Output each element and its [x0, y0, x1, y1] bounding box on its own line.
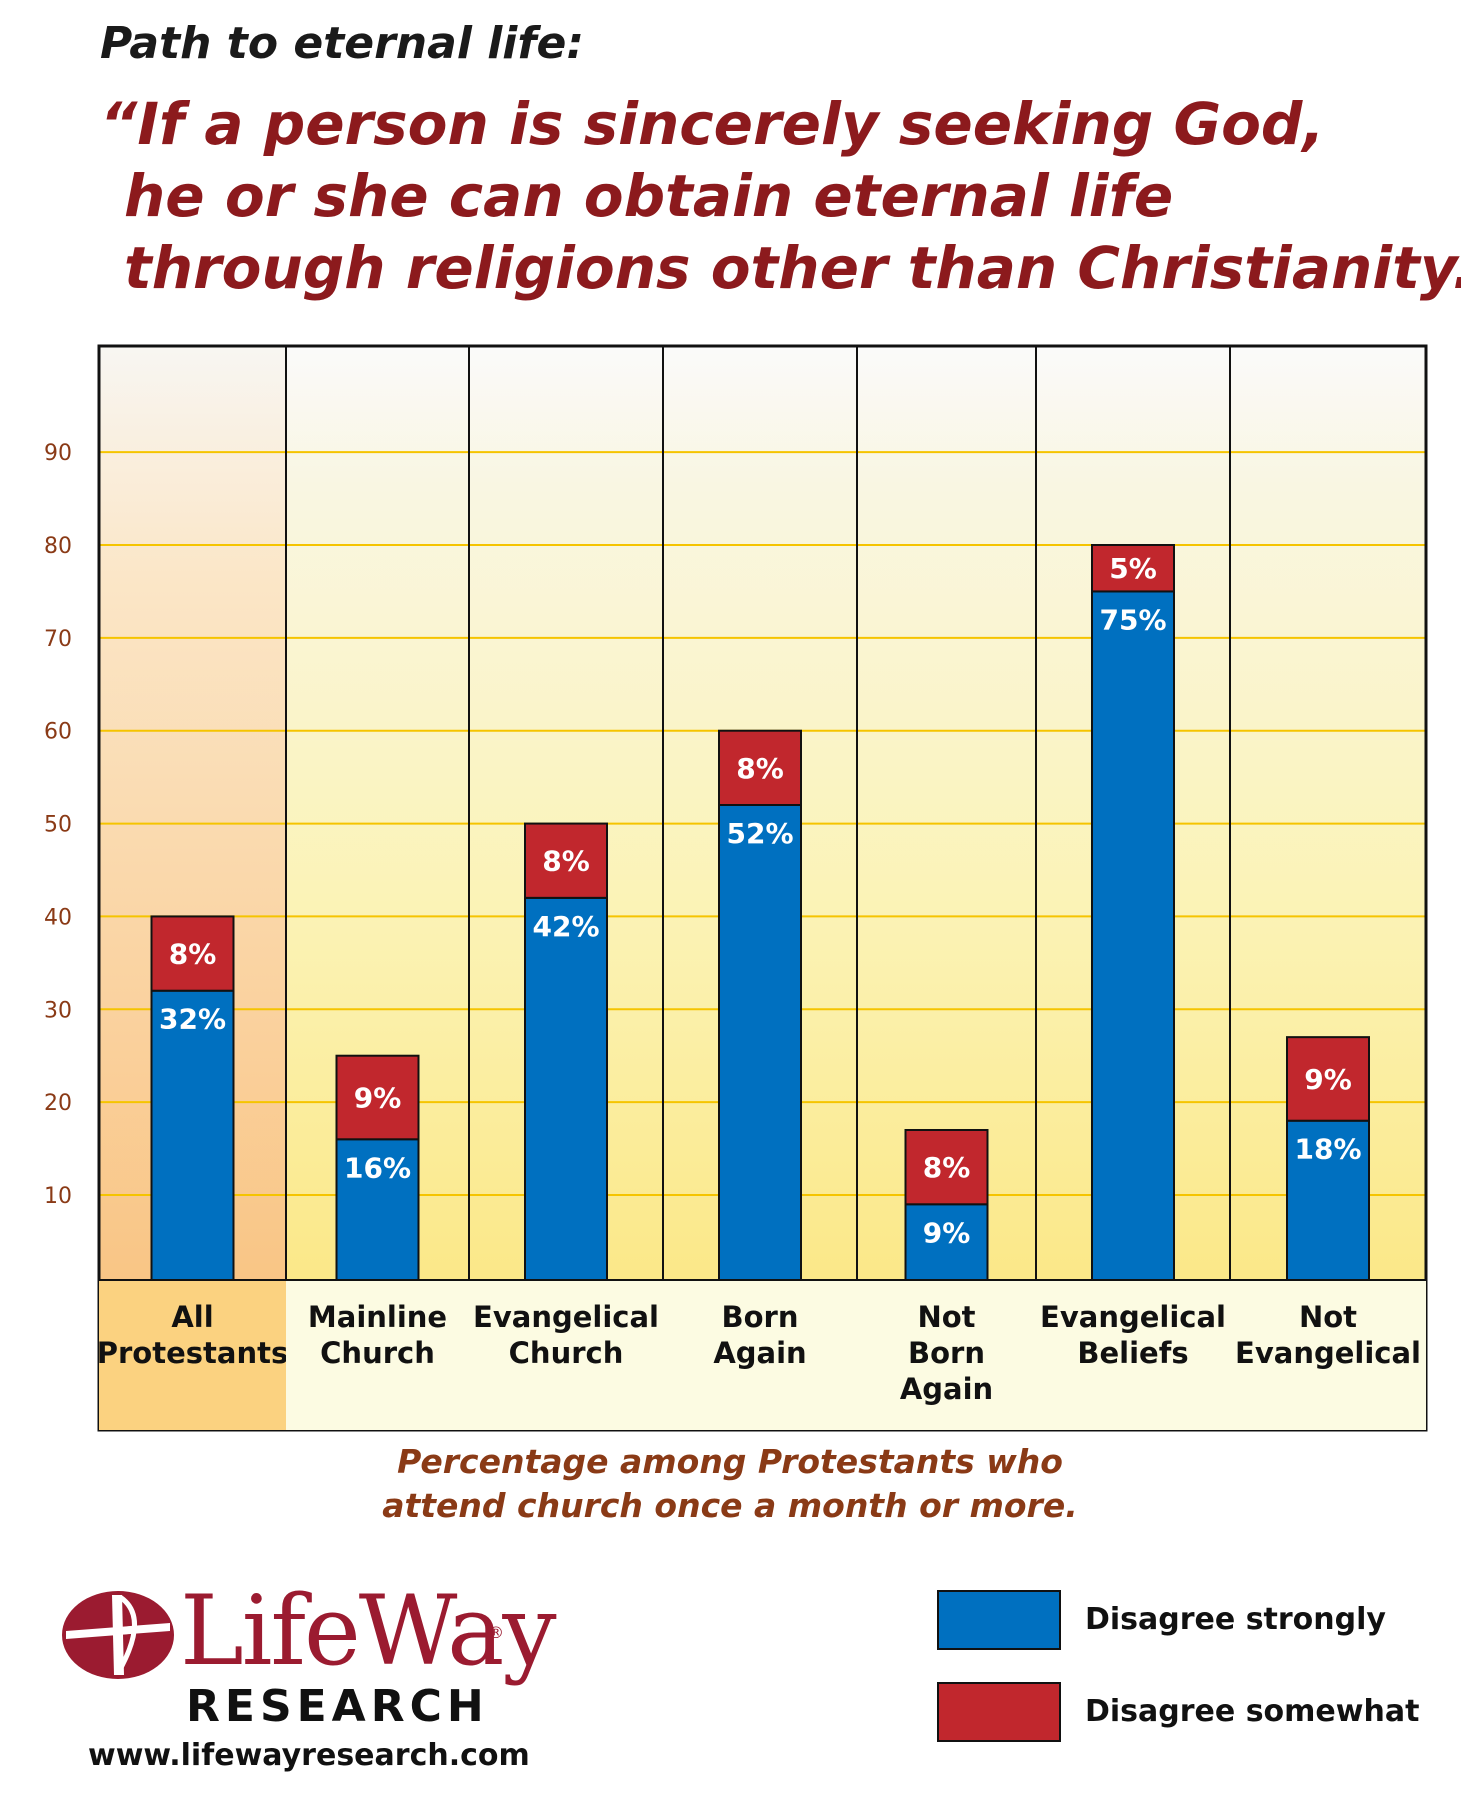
legend-label-somewhat: Disagree somewhat — [1085, 1694, 1420, 1729]
bar-disagree-somewhat — [150, 915, 235, 992]
data-label-strongly: 42% — [532, 910, 599, 943]
x-category-label-line: Evangelical — [473, 1300, 659, 1334]
chart-subtitle: Percentage among Protestants who attend … — [300, 1440, 1160, 1528]
quote-line-1: “If a person is sincerely seeking God, — [100, 90, 1325, 158]
x-category-label: Evangelical Church — [473, 1300, 659, 1370]
data-label-somewhat: 9% — [1304, 1063, 1352, 1096]
chart-quote: “If a person is sincerely seeking God, h… — [100, 88, 1461, 304]
x-category-label: All Protestants — [97, 1300, 288, 1370]
chart-heading: Path to eternal life: — [100, 18, 584, 69]
data-label-strongly: 52% — [726, 817, 793, 850]
x-category-label-line: All — [171, 1300, 213, 1334]
x-category-label-line: Church — [509, 1336, 624, 1370]
legend-item-somewhat: Disagree somewhat — [937, 1682, 1437, 1744]
lifeway-cross-icon — [62, 1591, 174, 1679]
data-label-strongly: 75% — [1099, 603, 1166, 636]
lifeway-logo: LifeWay ® RESEARCH — [60, 1575, 557, 1775]
x-category-label-line: Church — [320, 1336, 435, 1370]
data-label-strongly: 16% — [344, 1151, 411, 1184]
data-label-somewhat: 5% — [1109, 552, 1157, 585]
legend-swatch-somewhat — [937, 1682, 1061, 1742]
data-label-somewhat: 8% — [169, 938, 217, 971]
category-cell — [663, 1281, 857, 1430]
bar-chart: 32% 8% 16% 9% 42% 8% 52% 8% 9% 8% 75% 5% 18% 9% 10 20 3… — [44, 344, 1428, 1432]
bar-disagree-strongly — [150, 989, 235, 1289]
x-category-label-line: Protestants — [97, 1336, 288, 1370]
x-category-label: Not Born Again — [900, 1300, 993, 1406]
legend-label-strongly: Disagree strongly — [1085, 1602, 1386, 1637]
x-category-label-line: Again — [900, 1372, 993, 1406]
x-category-label-line: Born — [908, 1336, 985, 1370]
x-category-label-line: Again — [713, 1336, 806, 1370]
y-tick-label: 70 — [44, 627, 72, 652]
y-tick-label: 20 — [44, 1091, 72, 1116]
x-category-label-line: Evangelical — [1040, 1300, 1226, 1334]
x-category-label-line: Mainline — [308, 1300, 447, 1334]
data-label-strongly: 18% — [1294, 1133, 1361, 1166]
category-cell — [857, 1281, 1036, 1430]
bar-disagree-somewhat — [524, 822, 608, 899]
legend-swatch-strongly — [937, 1590, 1061, 1650]
x-category-label-line: Beliefs — [1077, 1336, 1188, 1370]
x-category-label-line: Not — [917, 1300, 975, 1334]
quote-line-2: he or she can obtain eternal life — [124, 162, 1174, 230]
category-cell — [1230, 1281, 1426, 1430]
bar-disagree-strongly — [524, 896, 608, 1289]
bar-disagree-somewhat — [718, 729, 802, 807]
data-label-somewhat: 8% — [923, 1151, 971, 1184]
bar-disagree-strongly — [718, 804, 802, 1289]
data-label-strongly: 9% — [923, 1216, 971, 1249]
y-tick-label: 60 — [44, 720, 72, 745]
x-category-label-line: Evangelical — [1235, 1336, 1421, 1370]
bar-disagree-somewhat — [904, 1129, 989, 1206]
y-tick-label: 30 — [44, 998, 72, 1023]
x-category-label: Born Again — [713, 1300, 806, 1370]
category-cell — [469, 1281, 663, 1430]
website-url[interactable]: www.lifewayresearch.com — [88, 1738, 530, 1773]
logo-registered-mark: ® — [488, 1623, 504, 1642]
category-cell — [1036, 1281, 1230, 1430]
data-label-somewhat: 8% — [542, 845, 590, 878]
legend-item-strongly: Disagree strongly — [937, 1590, 1437, 1652]
quote-line-3: through religions other than Christianit… — [124, 234, 1461, 302]
y-tick-label: 40 — [44, 905, 72, 930]
x-category-label: Evangelical Beliefs — [1040, 1300, 1226, 1370]
bar-disagree-somewhat — [1091, 544, 1175, 593]
bar-disagree-strongly — [904, 1203, 989, 1289]
x-category-label-line: Born — [722, 1300, 799, 1334]
x-category-label: Not Evangelical — [1235, 1300, 1421, 1370]
category-cell — [99, 1281, 286, 1430]
subtitle-line-2: attend church once a month or more. — [382, 1486, 1078, 1525]
y-tick-label: 50 — [44, 813, 72, 838]
logo-subtext: RESEARCH — [186, 1681, 489, 1732]
x-category-label: Mainline Church — [308, 1300, 447, 1370]
data-label-somewhat: 8% — [736, 752, 784, 785]
category-cell — [286, 1281, 469, 1430]
x-category-label-line: Not — [1299, 1300, 1357, 1334]
data-label-strongly: 32% — [159, 1003, 226, 1036]
bar-disagree-strongly — [1091, 590, 1175, 1289]
y-tick-label: 80 — [44, 534, 72, 559]
data-label-somewhat: 9% — [354, 1082, 402, 1115]
bar-disagree-somewhat — [335, 1054, 420, 1141]
bar-disagree-strongly — [335, 1138, 420, 1289]
subtitle-line-1: Percentage among Protestants who — [397, 1442, 1063, 1481]
chart-legend: Disagree strongly Disagree somewhat — [937, 1590, 1437, 1780]
logo-wordmark: LifeWay — [180, 1575, 557, 1687]
y-tick-label: 10 — [44, 1184, 72, 1209]
bar-disagree-somewhat — [1286, 1036, 1370, 1122]
y-tick-label: 90 — [44, 441, 72, 466]
